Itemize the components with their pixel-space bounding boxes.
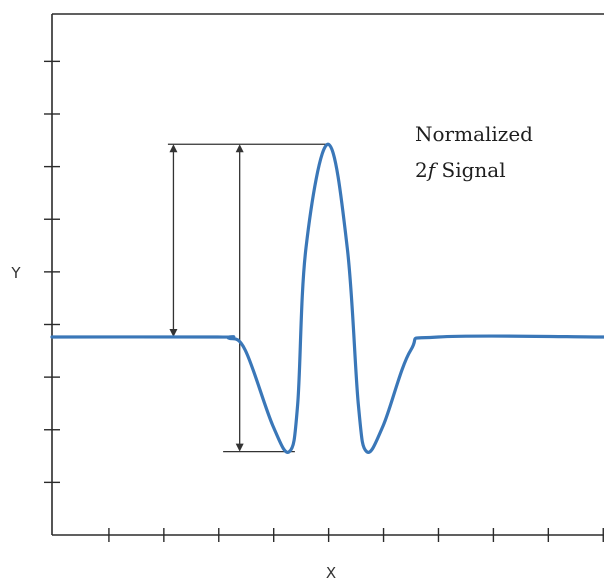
arrow-head-bottom: [169, 329, 178, 338]
arrow-head-top: [169, 144, 178, 153]
x-axis-label: X: [326, 564, 336, 582]
dimension-arrows: [169, 144, 244, 452]
dimension-arrow: [235, 144, 244, 452]
annotation-suffix: Signal: [435, 158, 505, 182]
annotation-line-2: 2f Signal: [415, 158, 506, 182]
arrow-head-bottom: [235, 443, 244, 452]
x-ticks: [108, 528, 604, 542]
reference-lines: [167, 143, 328, 453]
arrow-head-top: [235, 144, 244, 153]
annotation-line-1: Normalized: [415, 122, 533, 146]
dimension-arrow: [169, 144, 178, 338]
annotation: Normalized 2f Signal: [415, 122, 533, 182]
y-ticks: [44, 60, 60, 484]
y-axis-label: Y: [10, 264, 21, 282]
annotation-prefix: 2: [415, 158, 428, 182]
axes: [44, 13, 604, 542]
signal-line: [50, 142, 604, 454]
